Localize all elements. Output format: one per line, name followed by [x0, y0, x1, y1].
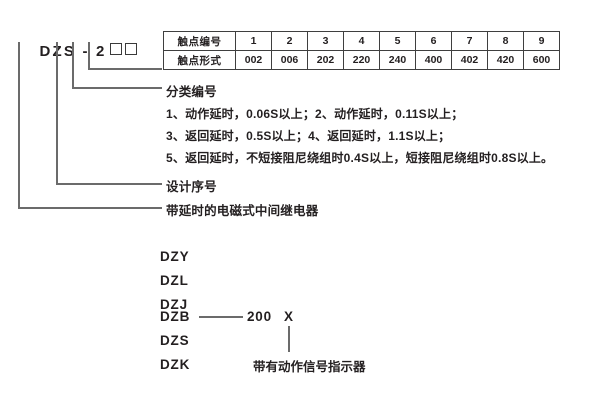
contact-form-4: 220	[343, 50, 380, 70]
timing-note-line-1: 1、动作延时，0.06S以上；2、动作延时，0.11S以上；	[166, 107, 464, 121]
family-connector-line	[199, 316, 243, 318]
callout-label-relay-description: 带延时的电磁式中间继电器	[166, 204, 319, 218]
family-item-dzj: DZJ	[160, 297, 188, 312]
contact-number-1: 1	[235, 31, 272, 51]
contact-form-7: 402	[451, 50, 488, 70]
family-item-dzs: DZS	[160, 333, 190, 348]
contact-form-2: 006	[271, 50, 308, 70]
contact-form-1: 002	[235, 50, 272, 70]
table-row-contact-numbers: 触点编号 1 2 3 4 5 6 7 8 9	[163, 31, 560, 51]
variant-pointer-line	[288, 326, 290, 352]
contact-number-9: 9	[523, 31, 560, 51]
contact-number-3: 3	[307, 31, 344, 51]
leader-line-1-vertical	[18, 42, 20, 208]
leader-line-4-vertical	[88, 42, 90, 69]
model-code-box-1	[109, 43, 122, 55]
callout-label-design-serial: 设计序号	[166, 180, 217, 194]
table-row-contact-forms: 触点形式 002 006 202 220 240 400 402 420 600	[163, 50, 560, 70]
contact-number-8: 8	[487, 31, 524, 51]
contact-number-6: 6	[415, 31, 452, 51]
family-item-dzl: DZL	[160, 273, 189, 288]
contact-form-3: 202	[307, 50, 344, 70]
contact-form-9: 600	[523, 50, 560, 70]
family-item-dzy: DZY	[160, 249, 190, 264]
leader-line-1-horizontal	[18, 207, 162, 209]
leader-line-2-vertical	[56, 42, 58, 184]
contact-form-8: 420	[487, 50, 524, 70]
leader-line-4-horizontal	[88, 68, 162, 70]
contact-number-7: 7	[451, 31, 488, 51]
series-number: 200	[247, 309, 272, 324]
leader-line-3-vertical	[72, 42, 74, 88]
contact-number-2: 2	[271, 31, 308, 51]
table-header-contact-number: 触点编号	[163, 31, 236, 51]
model-code-box-2	[124, 43, 137, 55]
family-item-dzb: DZB	[160, 309, 191, 324]
contact-form-6: 400	[415, 50, 452, 70]
variant-note-label: 带有动作信号指示器	[253, 360, 366, 374]
timing-note-line-3: 5、返回延时，不短接阻尼绕组时0.4S以上，短接阻尼绕组时0.8S以上。	[166, 151, 554, 165]
contact-table: 触点编号 1 2 3 4 5 6 7 8 9 触点形式 002 006 202 …	[163, 31, 560, 70]
callout-label-category-number: 分类编号	[166, 85, 217, 99]
contact-number-5: 5	[379, 31, 416, 51]
family-item-dzk: DZK	[160, 357, 191, 372]
leader-line-2-horizontal	[56, 183, 162, 185]
table-header-contact-form: 触点形式	[163, 50, 236, 70]
variant-letter: X	[284, 309, 294, 324]
leader-line-3-horizontal	[72, 87, 162, 89]
contact-form-5: 240	[379, 50, 416, 70]
contact-number-4: 4	[343, 31, 380, 51]
timing-note-line-2: 3、返回延时，0.5S以上；4、返回延时，1.1S以上；	[166, 129, 451, 143]
